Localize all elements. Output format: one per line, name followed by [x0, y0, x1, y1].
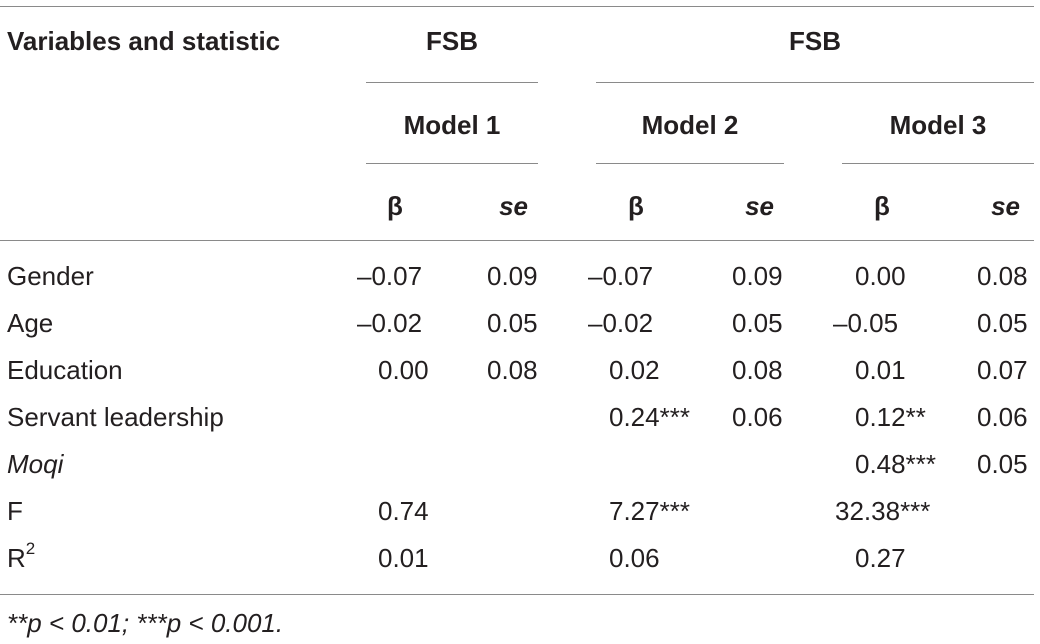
header-rule	[0, 240, 1034, 241]
cell-m1-beta: –0.07	[357, 261, 423, 291]
row-label: Age	[7, 308, 54, 338]
se-header-m1: se	[499, 191, 528, 221]
model2-header: Model 2	[641, 110, 739, 140]
row-label: Moqi	[7, 449, 64, 479]
cell-m2-beta: 0.06	[609, 543, 660, 573]
cell-m3-beta: 32.38***	[835, 496, 931, 526]
cell-m3-beta: 0.00	[855, 261, 906, 291]
group1-rule	[366, 82, 538, 83]
cell-m1-beta: 0.01	[378, 543, 429, 573]
cell-m3-beta: 0.12**	[855, 402, 926, 432]
cell-m2-beta: 0.02	[609, 355, 660, 385]
group1-header: FSB	[426, 26, 478, 56]
cell-m1-se: 0.09	[487, 261, 538, 291]
model3-rule	[842, 163, 1034, 164]
cell-m3-beta: 0.48***	[855, 449, 936, 479]
cell-m2-beta: 0.24***	[609, 402, 690, 432]
row-label: Gender	[7, 261, 94, 291]
cell-m2-se: 0.09	[732, 261, 783, 291]
cell-m1-beta: –0.02	[357, 308, 423, 338]
cell-m3-se: 0.07	[977, 355, 1028, 385]
row-label: Servant leadership	[7, 402, 224, 432]
cell-m1-se: 0.05	[487, 308, 538, 338]
stub-header: Variables and statistic	[7, 26, 281, 56]
group2-header: FSB	[789, 26, 841, 56]
model3-header: Model 3	[889, 110, 987, 140]
cell-m2-se: 0.08	[732, 355, 783, 385]
cell-m3-beta: 0.01	[855, 355, 906, 385]
row-label-text: R	[7, 543, 26, 573]
cell-m2-beta: –0.02	[588, 308, 654, 338]
row-label: R2	[7, 540, 35, 573]
model2-rule	[596, 163, 784, 164]
beta-header-m3: β	[874, 191, 890, 221]
footnote: **p < 0.01; ***p < 0.001.	[7, 608, 284, 638]
group2-rule	[596, 82, 1034, 83]
bottom-rule	[0, 594, 1034, 595]
cell-m1-beta: 0.74	[378, 496, 429, 526]
cell-m2-se: 0.06	[732, 402, 783, 432]
cell-m2-beta: 7.27***	[609, 496, 690, 526]
cell-m2-se: 0.05	[732, 308, 783, 338]
cell-m3-se: 0.05	[977, 308, 1028, 338]
top-rule	[0, 6, 1034, 7]
cell-m3-beta: 0.27	[855, 543, 906, 573]
row-label: Education	[7, 355, 123, 385]
cell-m3-se: 0.08	[977, 261, 1028, 291]
cell-m1-beta: 0.00	[378, 355, 429, 385]
beta-header-m2: β	[628, 191, 644, 221]
cell-m2-beta: –0.07	[588, 261, 654, 291]
se-header-m2: se	[745, 191, 774, 221]
beta-header-m1: β	[387, 191, 403, 221]
row-label: F	[7, 496, 23, 526]
cell-m1-se: 0.08	[487, 355, 538, 385]
cell-m3-beta: –0.05	[833, 308, 899, 338]
model1-rule	[366, 163, 538, 164]
model1-header: Model 1	[403, 110, 501, 140]
row-label-superscript: 2	[25, 539, 36, 559]
se-header-m3: se	[991, 191, 1020, 221]
cell-m3-se: 0.05	[977, 449, 1028, 479]
cell-m3-se: 0.06	[977, 402, 1028, 432]
